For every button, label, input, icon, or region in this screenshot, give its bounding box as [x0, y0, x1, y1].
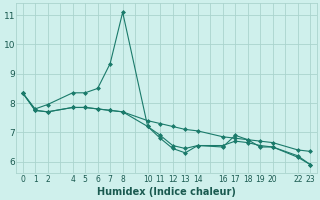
X-axis label: Humidex (Indice chaleur): Humidex (Indice chaleur): [97, 187, 236, 197]
